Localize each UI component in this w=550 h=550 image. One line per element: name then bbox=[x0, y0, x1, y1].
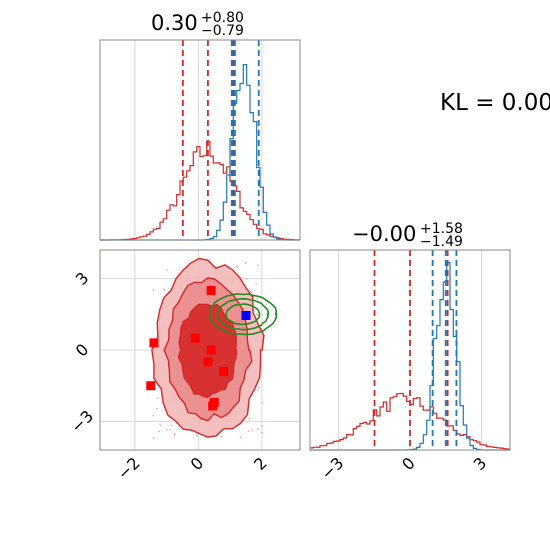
red-marker bbox=[219, 366, 229, 376]
sample-point bbox=[173, 434, 176, 436]
x-tick-label: 0 bbox=[398, 453, 419, 474]
sample-point bbox=[169, 429, 171, 431]
top-left-histogram-panel bbox=[99, 39, 301, 241]
x-tick-label: −3 bbox=[317, 453, 347, 483]
bottom-right-histogram-panel: −3 0 3 bbox=[309, 249, 511, 484]
sample-point bbox=[156, 407, 158, 410]
y-tick-label: 3 bbox=[72, 268, 93, 289]
right-panel-title-sub: −1.49 bbox=[420, 234, 463, 250]
x-tick-label: 0 bbox=[187, 453, 208, 474]
x-tick-label: 3 bbox=[470, 453, 491, 474]
red-histogram-line bbox=[100, 141, 300, 241]
sample-point bbox=[152, 289, 155, 291]
red-marker bbox=[208, 401, 218, 411]
sample-point bbox=[248, 417, 251, 420]
sample-point bbox=[257, 264, 259, 266]
sample-point bbox=[221, 435, 223, 438]
sample-point bbox=[246, 278, 248, 280]
sample-point bbox=[159, 424, 162, 426]
sample-point bbox=[163, 288, 165, 291]
y-tick-label: −3 bbox=[67, 406, 97, 436]
sample-point bbox=[261, 401, 263, 404]
panel-frame bbox=[99, 249, 301, 451]
sample-point bbox=[195, 434, 198, 437]
panel-frame bbox=[99, 39, 301, 241]
red-marker bbox=[149, 338, 159, 348]
sample-point bbox=[152, 437, 155, 439]
sample-point bbox=[251, 429, 254, 431]
sample-point bbox=[152, 414, 155, 417]
top-panel-title-sup: +0.80 bbox=[201, 10, 244, 26]
sample-point bbox=[236, 266, 239, 269]
x-tick-label: −2 bbox=[114, 453, 144, 483]
red-marker bbox=[190, 333, 200, 343]
sample-point bbox=[235, 265, 238, 267]
green-contour bbox=[216, 297, 270, 331]
top-panel-title: 0.30 bbox=[151, 11, 198, 35]
green-contour bbox=[225, 303, 261, 326]
sample-point bbox=[256, 428, 259, 431]
sample-point bbox=[247, 430, 250, 433]
sample-point bbox=[256, 313, 258, 316]
x-tick-label: 2 bbox=[250, 453, 271, 474]
sample-point bbox=[166, 269, 168, 271]
sample-point bbox=[244, 262, 247, 264]
red-marker bbox=[206, 285, 216, 295]
red-marker bbox=[146, 381, 156, 391]
right-panel-title: −0.00 bbox=[352, 222, 416, 246]
sample-point bbox=[157, 397, 159, 399]
sample-point bbox=[239, 436, 242, 439]
sample-point bbox=[158, 430, 160, 433]
sample-point bbox=[261, 431, 263, 434]
bottom-left-2d-panel: −2 0 2 3 0 −3 bbox=[67, 249, 301, 484]
sample-point bbox=[250, 291, 253, 294]
panel-frame bbox=[309, 249, 511, 451]
sample-point bbox=[256, 297, 259, 300]
sample-point bbox=[261, 425, 263, 427]
red-marker bbox=[203, 357, 213, 367]
blue-marker bbox=[241, 310, 251, 320]
sample-point bbox=[166, 429, 168, 431]
top-panel-title-sub: −0.79 bbox=[201, 23, 244, 39]
sample-point bbox=[255, 283, 258, 285]
right-panel-title-sup: +1.58 bbox=[420, 221, 463, 237]
sample-point bbox=[257, 389, 259, 391]
kl-label: KL = 0.00 bbox=[440, 90, 550, 116]
red-marker bbox=[206, 345, 216, 355]
green-contour bbox=[208, 293, 278, 336]
sample-point bbox=[258, 386, 260, 389]
sample-point bbox=[171, 424, 173, 427]
y-tick-label: 0 bbox=[72, 340, 93, 361]
